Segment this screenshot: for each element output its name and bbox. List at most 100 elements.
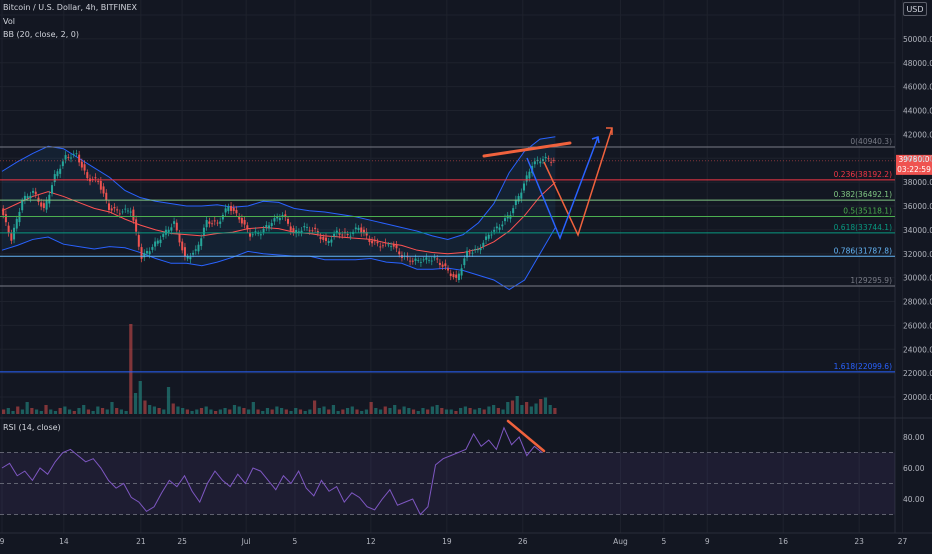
candle-body bbox=[80, 161, 83, 168]
candle-body bbox=[466, 250, 469, 258]
rsi-tick-label: 80.00 bbox=[903, 433, 925, 442]
candle-body bbox=[512, 208, 515, 214]
bollinger-basis bbox=[1, 181, 556, 255]
candle-body bbox=[170, 227, 173, 231]
candle-body bbox=[140, 247, 143, 259]
volume-bar bbox=[162, 409, 166, 414]
time-tick-label: 9 bbox=[0, 537, 5, 546]
candle-body bbox=[362, 229, 365, 234]
volume-bar bbox=[25, 402, 29, 414]
candle-body bbox=[178, 233, 181, 243]
volume-bar bbox=[411, 409, 416, 414]
candle-body bbox=[365, 231, 368, 236]
candle-body bbox=[202, 227, 205, 235]
candle-body bbox=[273, 218, 276, 222]
candle-body bbox=[295, 229, 298, 234]
volume-bar bbox=[298, 409, 303, 414]
resistance-trendline bbox=[482, 141, 572, 158]
currency-button[interactable]: USD bbox=[903, 2, 927, 16]
candle-body bbox=[278, 218, 281, 221]
volume-bar bbox=[261, 411, 265, 414]
volume-bar bbox=[30, 408, 34, 414]
candle-body bbox=[384, 242, 387, 244]
candle-body bbox=[368, 238, 371, 242]
volume-bar bbox=[190, 411, 194, 414]
rsi-tick-label: 60.00 bbox=[903, 464, 925, 473]
candle-body bbox=[360, 227, 363, 233]
candle-body bbox=[430, 260, 433, 262]
candle-body bbox=[26, 196, 29, 199]
candle-body bbox=[243, 219, 246, 225]
volume-bar bbox=[341, 409, 345, 414]
volume-bar bbox=[223, 408, 227, 414]
time-tick-label: Jul bbox=[241, 537, 251, 546]
candle-body bbox=[148, 251, 151, 255]
volume-bar bbox=[209, 409, 213, 414]
price-tick-label: 42000.0 bbox=[903, 130, 932, 139]
volume-bar bbox=[195, 409, 199, 414]
volume-bar bbox=[430, 406, 434, 414]
price-tick-label: 36000.0 bbox=[903, 202, 932, 211]
volume-bar bbox=[242, 408, 246, 414]
volume-bar bbox=[280, 408, 284, 414]
candle-body bbox=[40, 202, 43, 207]
candle-body bbox=[379, 246, 382, 248]
candle-body bbox=[78, 154, 81, 163]
volume-bar bbox=[49, 409, 53, 414]
candle-body bbox=[289, 226, 292, 231]
candle-body bbox=[455, 274, 458, 278]
candle-body bbox=[53, 174, 56, 183]
candle-body bbox=[221, 214, 224, 220]
candle-body bbox=[436, 258, 439, 260]
candle-body bbox=[213, 220, 216, 222]
candle-body bbox=[479, 248, 482, 251]
volume-bar bbox=[171, 403, 175, 414]
candle-body bbox=[504, 218, 507, 222]
volume-bar bbox=[20, 409, 25, 414]
volume-bar bbox=[492, 405, 496, 414]
volume-bar bbox=[543, 397, 548, 414]
candle-body bbox=[23, 195, 26, 201]
candle-body bbox=[428, 259, 431, 261]
volume-bar bbox=[11, 411, 15, 414]
candle-body bbox=[514, 199, 517, 206]
candle-body bbox=[230, 206, 233, 211]
volume-bar bbox=[331, 405, 336, 414]
candle-body bbox=[457, 273, 460, 281]
candle-body bbox=[419, 262, 422, 263]
volume-bar bbox=[440, 408, 444, 414]
volume-bar bbox=[539, 399, 543, 414]
candle-body bbox=[425, 257, 428, 260]
candle-body bbox=[468, 252, 471, 254]
volume-bar bbox=[515, 396, 519, 414]
candle-body bbox=[124, 208, 127, 210]
candle-body bbox=[56, 171, 59, 177]
volume-bar bbox=[166, 387, 171, 414]
candle-body bbox=[314, 227, 317, 230]
candle-body bbox=[42, 203, 45, 208]
candle-body bbox=[316, 231, 319, 234]
volume-bar bbox=[397, 409, 402, 414]
candle-body bbox=[238, 216, 241, 220]
candle-body bbox=[110, 208, 113, 211]
candle-body bbox=[240, 217, 243, 224]
candle-body bbox=[306, 227, 308, 228]
candle-body bbox=[7, 225, 10, 234]
rsi-legend: RSI (14, close) bbox=[3, 423, 61, 432]
candle-body bbox=[517, 196, 520, 202]
candle-body bbox=[501, 224, 504, 227]
candle-body bbox=[45, 200, 48, 210]
candle-body bbox=[10, 233, 13, 241]
candle-body bbox=[552, 159, 555, 161]
candle-body bbox=[395, 244, 398, 249]
volume-bar bbox=[270, 409, 274, 414]
candle-body bbox=[164, 229, 167, 235]
volume-bar bbox=[237, 406, 241, 414]
candle-body bbox=[189, 257, 192, 260]
candle-body bbox=[15, 218, 18, 229]
candle-body bbox=[390, 246, 393, 248]
candle-body bbox=[34, 191, 37, 195]
volume-bar bbox=[289, 411, 293, 414]
